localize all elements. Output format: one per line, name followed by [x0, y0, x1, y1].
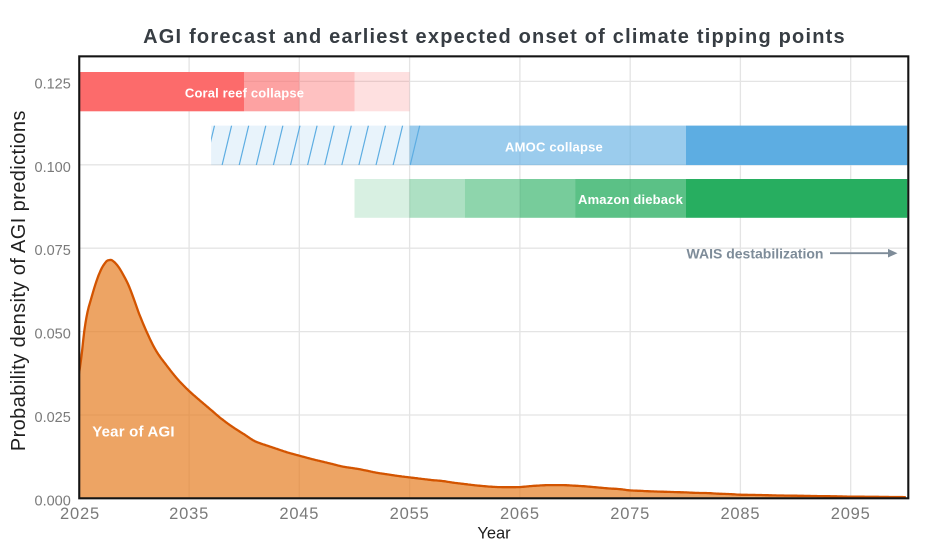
svg-text:0.050: 0.050 [35, 327, 71, 343]
svg-text:2045: 2045 [279, 505, 319, 523]
svg-text:Year of AGI: Year of AGI [92, 424, 175, 441]
svg-text:AMOC collapse: AMOC collapse [505, 140, 603, 155]
svg-text:0.075: 0.075 [35, 243, 71, 259]
svg-text:0.125: 0.125 [35, 76, 71, 92]
svg-text:2095: 2095 [831, 505, 871, 523]
svg-text:0.100: 0.100 [35, 160, 71, 176]
svg-text:2035: 2035 [169, 505, 209, 523]
svg-text:2085: 2085 [720, 505, 760, 523]
svg-text:2065: 2065 [500, 505, 540, 523]
svg-text:WAIS destabilization: WAIS destabilization [687, 246, 824, 262]
svg-text:2075: 2075 [610, 505, 650, 523]
svg-text:2025: 2025 [60, 505, 100, 523]
svg-text:2055: 2055 [390, 505, 430, 523]
svg-text:AGI forecast and earliest expe: AGI forecast and earliest expected onset… [143, 26, 846, 48]
svg-text:Coral reef collapse: Coral reef collapse [185, 85, 304, 100]
svg-text:Probability density of AGI pre: Probability density of AGI predictions [8, 110, 30, 451]
svg-text:0.025: 0.025 [35, 410, 71, 426]
svg-text:0.000: 0.000 [35, 493, 71, 509]
svg-text:Year: Year [477, 525, 511, 543]
svg-text:Amazon dieback: Amazon dieback [578, 192, 684, 207]
